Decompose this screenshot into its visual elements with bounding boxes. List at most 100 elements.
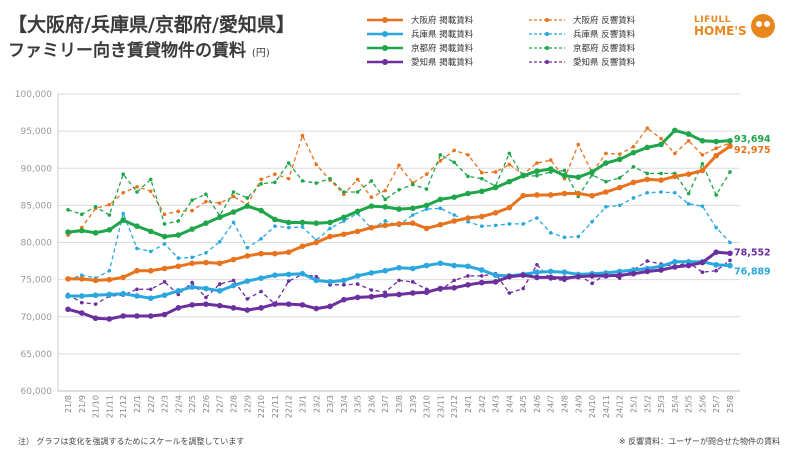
data-point <box>452 213 456 217</box>
data-point <box>727 262 733 269</box>
x-tick-label: 23/6 <box>367 395 376 413</box>
data-point <box>327 233 333 240</box>
data-point <box>258 207 264 214</box>
legend-item: 大阪府 反響賃料 <box>527 13 635 27</box>
legend-swatch-icon <box>367 59 403 65</box>
data-point <box>203 301 209 307</box>
end-value-label: 78,552 <box>734 247 771 258</box>
data-point <box>147 228 154 235</box>
data-point <box>313 277 320 284</box>
data-point <box>273 172 277 176</box>
data-point <box>700 161 705 166</box>
data-point <box>575 190 582 197</box>
data-point <box>342 283 346 287</box>
data-point <box>534 192 540 198</box>
data-point <box>685 131 692 137</box>
chart-title: 【大阪府/兵庫県/京都府/愛知県】 ファミリー向き賃貸物件の賃料 (円) <box>8 12 295 67</box>
data-point <box>699 259 706 266</box>
data-point <box>700 204 705 208</box>
data-point <box>354 294 361 301</box>
data-point <box>161 292 168 299</box>
data-point <box>492 279 499 285</box>
data-point <box>327 303 333 310</box>
data-point <box>79 300 84 305</box>
data-point <box>161 265 168 272</box>
data-point <box>162 280 167 284</box>
data-point <box>576 234 581 239</box>
data-point <box>216 260 223 267</box>
data-point <box>148 177 153 182</box>
legend-swatch-icon <box>367 45 403 51</box>
x-tick-label: 24/8 <box>561 395 570 413</box>
data-point <box>342 219 346 223</box>
data-point <box>231 190 236 194</box>
x-tick-label: 22/9 <box>243 395 252 413</box>
data-point <box>672 127 678 134</box>
end-value-label: 76,889 <box>734 267 771 278</box>
title-line2-text: ファミリー向き賃貸物件の賃料 <box>8 41 246 61</box>
data-point <box>382 292 389 299</box>
data-point <box>520 172 526 179</box>
data-point <box>451 262 457 269</box>
data-point <box>286 161 291 165</box>
data-point <box>630 149 637 156</box>
data-point <box>478 188 485 195</box>
legend-posted: 大阪府 掲載賃料 兵庫県 掲載賃料 京都府 掲載賃料 愛知県 掲載賃料 <box>365 13 473 69</box>
data-point <box>424 172 429 176</box>
data-point <box>616 184 623 191</box>
data-point <box>547 192 554 198</box>
data-point <box>451 218 457 224</box>
data-point <box>423 289 430 296</box>
data-point <box>354 273 361 279</box>
data-point <box>492 272 499 278</box>
data-point <box>700 270 705 275</box>
data-point <box>176 219 181 223</box>
logo-text: LIFULL HOME'S <box>694 15 747 37</box>
data-point <box>134 313 140 319</box>
data-point <box>547 274 554 281</box>
unit-label: (円) <box>251 48 270 59</box>
x-tick-label: 25/1 <box>629 395 638 413</box>
data-point <box>714 225 719 230</box>
data-point <box>547 166 554 172</box>
legend-label: 京都府 反響賃料 <box>573 44 636 54</box>
legend-swatch-dot <box>382 17 388 23</box>
data-point <box>396 264 402 271</box>
data-point <box>507 151 512 156</box>
x-tick-label: 24/10 <box>588 395 597 418</box>
logo-line1: LIFULL <box>694 15 732 25</box>
data-point <box>382 222 389 229</box>
x-tick-label: 22/6 <box>202 395 211 413</box>
data-point <box>78 310 85 316</box>
data-point <box>286 225 291 230</box>
data-point <box>204 192 208 197</box>
data-point <box>521 286 525 291</box>
legend-item: 京都府 反響賃料 <box>527 41 635 55</box>
data-point <box>328 176 332 181</box>
data-point <box>590 219 594 224</box>
data-point <box>107 213 112 217</box>
data-point <box>244 253 251 259</box>
data-point <box>204 251 208 255</box>
data-point <box>478 213 485 220</box>
legend-swatch-icon <box>367 31 403 37</box>
data-point <box>397 163 401 168</box>
data-point <box>409 265 416 272</box>
data-point <box>299 219 306 226</box>
data-point <box>286 279 291 283</box>
data-point <box>410 280 415 284</box>
y-tick-label: 75,000 <box>21 276 53 286</box>
data-point <box>245 297 250 301</box>
x-tick-label: 22/2 <box>147 395 156 413</box>
data-point <box>313 220 320 226</box>
legend-swatch-dot <box>545 60 549 64</box>
x-tick-label: 24/3 <box>492 395 501 413</box>
y-tick-label: 90,000 <box>21 164 53 174</box>
data-point <box>424 187 429 191</box>
data-point <box>562 235 567 240</box>
logo-mark-icon <box>750 14 775 38</box>
x-tick-label: 21/12 <box>119 395 128 418</box>
data-point <box>92 292 99 299</box>
data-point <box>189 226 195 232</box>
data-point <box>230 209 237 215</box>
